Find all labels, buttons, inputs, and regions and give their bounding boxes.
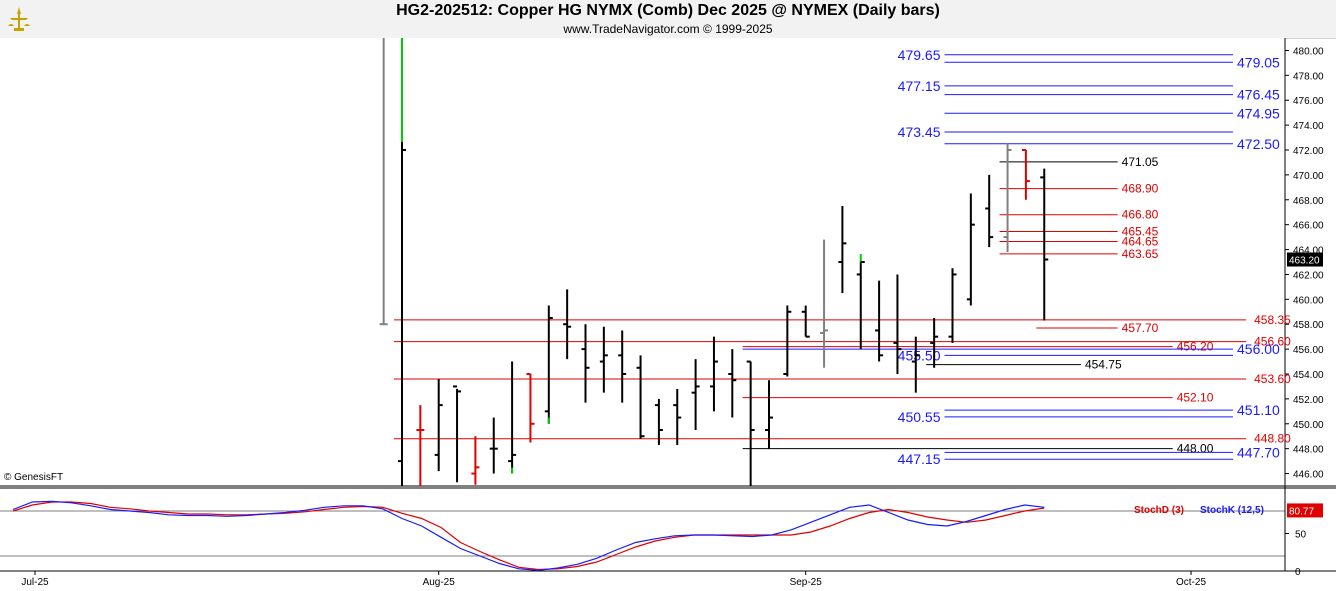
legend-stochd: StochD (3) bbox=[1134, 505, 1184, 516]
level-label: 454.75 bbox=[1085, 358, 1122, 372]
y-tick-label: 446.00 bbox=[1293, 470, 1324, 481]
level-label: 458.35 bbox=[1254, 313, 1291, 327]
y-tick-label: 448.00 bbox=[1293, 445, 1324, 456]
y-tick-label: 456.00 bbox=[1293, 345, 1324, 356]
level-label: 448.00 bbox=[1177, 442, 1214, 456]
trade-navigator-logo-icon bbox=[4, 4, 34, 34]
y-tick-label: 470.00 bbox=[1293, 171, 1324, 182]
x-tick-label: Jul-25 bbox=[21, 577, 49, 588]
level-label: 471.05 bbox=[1122, 155, 1159, 169]
y-tick-label: 454.00 bbox=[1293, 370, 1324, 381]
x-tick-label: Oct-25 bbox=[1176, 577, 1206, 588]
last-price-box bbox=[1287, 252, 1323, 267]
level-label: 447.15 bbox=[898, 451, 941, 467]
level-label: 450.55 bbox=[898, 409, 941, 425]
level-label: 456.00 bbox=[1237, 341, 1280, 357]
level-label: 456.20 bbox=[1177, 340, 1214, 354]
last-price-label: 463.20 bbox=[1289, 256, 1320, 267]
level-label: 474.95 bbox=[1237, 105, 1280, 121]
level-label: 457.70 bbox=[1122, 321, 1159, 335]
x-tick-label: Sep-25 bbox=[790, 577, 823, 588]
y-tick-label: 450.00 bbox=[1293, 420, 1324, 431]
level-label: 465.45 bbox=[1122, 225, 1159, 239]
level-label: 472.50 bbox=[1237, 136, 1280, 152]
y-tick-label: 50 bbox=[1295, 530, 1307, 541]
legend-stochk: StochK (12,5) bbox=[1200, 505, 1264, 516]
y-tick-label: 452.00 bbox=[1293, 395, 1324, 406]
x-tick-label: Aug-25 bbox=[423, 577, 456, 588]
stoch-series-line bbox=[12, 500, 1045, 571]
stoch-value-label: 80.77 bbox=[1289, 506, 1314, 517]
level-label: 476.45 bbox=[1237, 87, 1280, 103]
level-label: 468.90 bbox=[1122, 182, 1159, 196]
price-panel: 480.00 478.00 476.00 474.00 472.00 470.00 468.… bbox=[0, 38, 1336, 571]
level-label: 452.10 bbox=[1177, 391, 1214, 405]
y-tick-label: 478.00 bbox=[1293, 71, 1324, 82]
chart-title: HG2-202512: Copper HG NYMX (Comb) Dec 20… bbox=[396, 2, 940, 19]
level-label: 448.80 bbox=[1254, 432, 1291, 446]
y-tick-label: 462.00 bbox=[1293, 270, 1324, 281]
level-label: 453.60 bbox=[1254, 372, 1291, 386]
y-tick-label: 0 bbox=[1295, 567, 1301, 578]
chart-area: 480.00 478.00 476.00 474.00 472.00 470.00 468.… bbox=[0, 38, 1336, 588]
chart-subtitle: www.TradeNavigator.com © 1999-2025 bbox=[563, 22, 773, 36]
level-label: 464.65 bbox=[1122, 234, 1159, 248]
level-label: 473.45 bbox=[898, 124, 941, 140]
y-tick-label: 474.00 bbox=[1293, 121, 1324, 132]
chart-header: HG2-202512: Copper HG NYMX (Comb) Dec 20… bbox=[0, 0, 1336, 39]
y-tick-label: 476.00 bbox=[1293, 96, 1324, 107]
stochastic-panel: 50 0 80.77 StochD (3) StochK (12,5) bbox=[0, 487, 1336, 578]
level-label: 466.80 bbox=[1122, 208, 1159, 222]
level-label: 456.60 bbox=[1254, 335, 1291, 349]
y-tick-label: 464.00 bbox=[1293, 246, 1324, 257]
y-tick-label: 468.00 bbox=[1293, 196, 1324, 207]
level-label: 463.65 bbox=[1122, 247, 1159, 261]
y-tick-label: 460.00 bbox=[1293, 295, 1324, 306]
y-tick-label: 472.00 bbox=[1293, 146, 1324, 157]
x-axis: Jul-25 Aug-25 Sep-25 Oct-25 bbox=[21, 571, 1206, 588]
level-label: 447.70 bbox=[1237, 444, 1280, 460]
stoch-value-box bbox=[1287, 503, 1323, 518]
price-plot-bg bbox=[0, 38, 1285, 486]
level-label: 451.10 bbox=[1237, 402, 1280, 418]
y-tick-label: 458.00 bbox=[1293, 320, 1324, 331]
watermark: © GenesisFT bbox=[4, 472, 63, 483]
y-tick-label: 466.00 bbox=[1293, 221, 1324, 232]
level-label: 477.15 bbox=[898, 78, 941, 94]
stoch-series-line bbox=[12, 501, 1045, 571]
level-label: 479.05 bbox=[1237, 54, 1280, 70]
y-tick-label: 480.00 bbox=[1293, 46, 1324, 57]
level-label: 479.65 bbox=[898, 47, 941, 63]
